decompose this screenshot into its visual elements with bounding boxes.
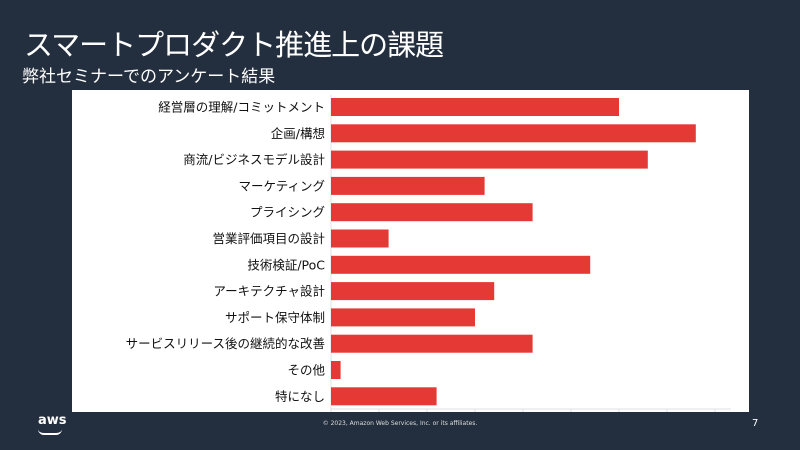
category-label: 企画/構想 <box>271 126 325 141</box>
bar <box>331 150 648 169</box>
bar <box>331 387 437 406</box>
bar <box>331 282 495 301</box>
bar <box>331 255 591 274</box>
page-number: 7 <box>752 418 759 429</box>
bar <box>331 176 485 195</box>
category-label: 特になし <box>275 389 325 404</box>
bar <box>331 124 696 143</box>
category-label: サポート保守体制 <box>225 310 325 325</box>
category-label: サービスリリース後の継続的な改善 <box>126 336 325 351</box>
bar <box>331 361 341 379</box>
category-label: 経営層の理解/コミットメント <box>158 100 325 115</box>
category-label: 技術検証/PoC <box>247 257 325 272</box>
category-label: 商流/ビジネスモデル設計 <box>183 152 325 167</box>
aws-logo-smile <box>38 429 62 435</box>
bar <box>331 334 533 353</box>
category-label: プライシング <box>250 205 325 220</box>
bar <box>331 308 475 327</box>
bar-chart: 経営層の理解/コミットメント企画/構想商流/ビジネスモデル設計マーケティングプラ… <box>126 95 731 412</box>
category-label: アーキテクチャ設計 <box>213 284 325 299</box>
slide-subtitle: 弊社セミナーでのアンケート結果 <box>22 67 276 87</box>
category-label: その他 <box>287 363 325 378</box>
category-label: マーケティング <box>238 178 325 193</box>
copyright-footer: © 2023, Amazon Web Services, Inc. or its… <box>322 420 478 427</box>
aws-logo: aws <box>38 413 67 428</box>
slide-title: スマートプロダクト推進上の課題 <box>24 28 444 62</box>
category-label: 営業評価項目の設計 <box>212 231 325 246</box>
chart-panel: 経営層の理解/コミットメント企画/構想商流/ビジネスモデル設計マーケティングプラ… <box>72 90 749 412</box>
bar <box>331 98 619 116</box>
bar <box>331 203 533 222</box>
bar <box>331 229 389 248</box>
